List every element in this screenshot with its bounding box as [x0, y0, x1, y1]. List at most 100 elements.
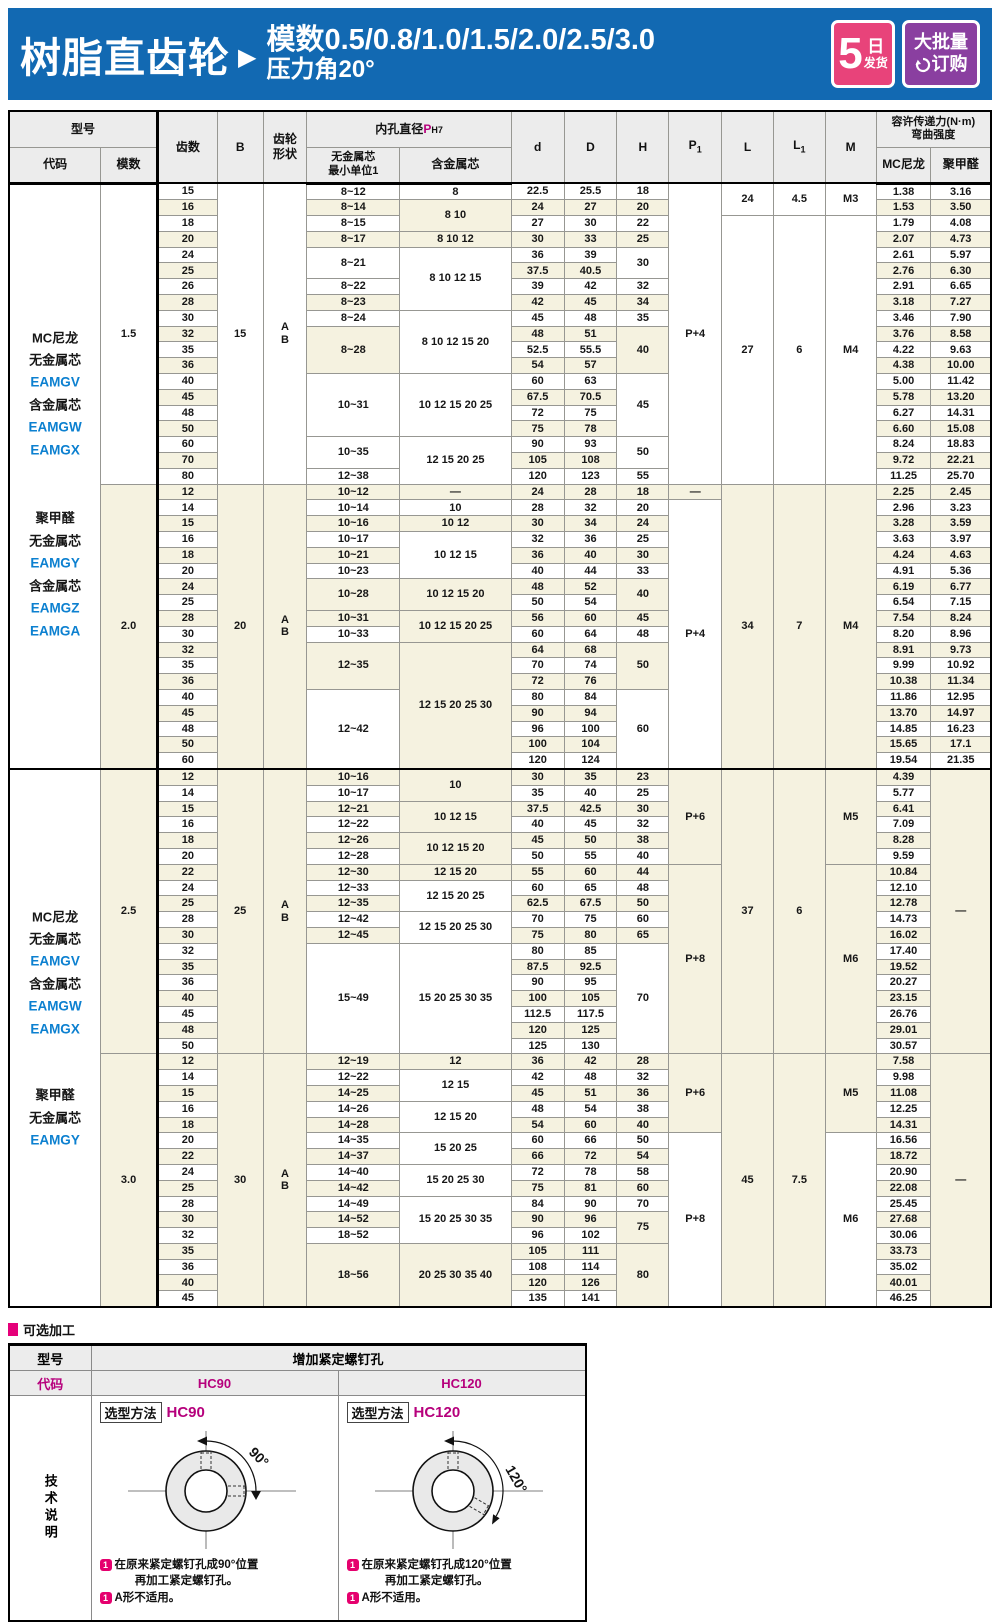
spec-row: 14 10~17 35 40 25 5.77 — [9, 784, 991, 802]
opt-column-title: 增加紧定螺钉孔 — [90, 1344, 586, 1372]
pom-strength-cell: 3.59 — [930, 515, 992, 533]
bore-plain-cell: 10~16 — [306, 767, 401, 786]
mc-strength-cell: 9.72 — [875, 452, 932, 469]
mc-strength-cell: 20.90 — [875, 1163, 932, 1181]
d-cell: 96 — [510, 1227, 565, 1244]
pom-strength-cell: 13.20 — [930, 388, 992, 406]
d-cell: 48 — [510, 325, 565, 343]
teeth-count-cell: 25 — [155, 895, 218, 913]
pom-strength-cell: 22.21 — [930, 452, 992, 469]
pom-strength-cell: 9.63 — [930, 341, 992, 359]
spec-row: 60 10~35 12 15 20 25 90 93 50 8.24 18.83 — [9, 436, 992, 485]
D-cell: 92.5 — [563, 958, 618, 976]
mc-strength-cell: 6.41 — [875, 800, 932, 818]
d-cell: 60 — [510, 373, 565, 390]
mc-strength-cell: 9.99 — [875, 657, 932, 675]
bore-plain-cell: 10~33 — [306, 625, 401, 643]
teeth-count-cell: 22 — [155, 863, 218, 881]
bore-metal-cell: 15 20 25 30 35 — [399, 942, 512, 1055]
teeth-count-cell: 30 — [155, 926, 218, 944]
material-label: MC尼龙 — [31, 330, 79, 345]
teeth-count-cell: 36 — [155, 673, 218, 690]
note-icon: 1 — [346, 1559, 359, 1572]
optional-section-header: 可选加工 — [8, 1320, 992, 1339]
bore-plain-cell: 12~22 — [306, 1069, 401, 1086]
bore-plain-cell: 12~28 — [306, 847, 401, 865]
arrow-right-icon: ▶ — [238, 43, 257, 71]
h-cell: 30 — [616, 246, 670, 280]
d-cell: 30 — [510, 230, 565, 248]
d-cell: 100 — [510, 736, 565, 754]
pom-strength-cell: 8.24 — [930, 610, 992, 627]
angle-arc — [452, 1440, 504, 1517]
D-cell: 45 — [563, 816, 618, 834]
h-cell: 48 — [616, 879, 670, 897]
h-cell: 30 — [616, 546, 670, 564]
teeth-count-cell: 32 — [155, 641, 218, 659]
D-cell: 124 — [563, 752, 618, 770]
h-cell: 50 — [616, 895, 670, 913]
pom-strength-cell: 10.92 — [930, 657, 992, 675]
d-cell: 60 — [510, 879, 565, 897]
spec-row: 30 8~24 8 10 12 15 20 45 48 35 3.46 7.90 — [9, 309, 992, 375]
b-width-cell: 15 — [216, 181, 264, 485]
d-cell: 54 — [510, 357, 565, 375]
d-cell: 37.5 — [510, 800, 565, 818]
teeth-count-cell: 30 — [155, 625, 218, 643]
bore-plain-cell: 14~28 — [306, 1116, 401, 1134]
spec-row: 24 14~40 15 20 25 30 72 78 58 20.90 — [9, 1163, 991, 1197]
l1-cell: 4.5 — [772, 182, 826, 217]
pom-strength-cell: 3.50 — [930, 199, 992, 217]
mc-strength-cell: 3.28 — [875, 515, 932, 533]
series-code: EAMGA — [29, 623, 81, 639]
d-cell: 120 — [510, 1021, 565, 1039]
bore-metal-cell: 10 12 15 20 — [399, 578, 512, 612]
teeth-count-cell: 32 — [155, 325, 218, 343]
bore-plain-cell: 10~12 — [306, 483, 401, 501]
d-cell: 90 — [510, 704, 565, 722]
header-L1: L1 — [772, 110, 826, 184]
teeth-count-cell: 15 — [155, 182, 218, 201]
header-bore-plain: 无金属芯 最小单位1 — [306, 146, 401, 185]
h-cell: 38 — [616, 1100, 670, 1118]
h-cell: 70 — [616, 1195, 670, 1213]
module-cell: 2.5 — [100, 767, 158, 1055]
l1-cell: 7 — [772, 483, 826, 770]
mc-strength-cell: 19.52 — [875, 958, 932, 976]
table-header: 型号 齿数 B 齿轮 形状 内孔直径PH7 d D H P1 L L1 M 容许… — [8, 110, 992, 185]
d-cell: 24 — [510, 483, 565, 501]
bore-plain-cell: 8~23 — [306, 294, 401, 311]
teeth-count-cell: 60 — [155, 436, 218, 454]
bore-metal-cell: 15 20 25 30 — [399, 1163, 512, 1197]
teeth-count-cell: 14 — [155, 784, 218, 802]
d-cell: 90 — [510, 1211, 565, 1229]
D-cell: 72 — [563, 1148, 618, 1165]
hc90-gear-diagram: 90° — [127, 1431, 296, 1550]
pom-strength-cell: 3.97 — [930, 531, 992, 548]
bore-plain-cell: 14~52 — [306, 1211, 401, 1229]
d-cell: 135 — [510, 1290, 565, 1308]
selection-method-box: 选型方法 — [346, 1402, 409, 1424]
teeth-count-cell: 30 — [155, 309, 218, 327]
mc-strength-cell: 16.02 — [875, 926, 932, 944]
teeth-count-cell: 45 — [155, 388, 218, 406]
bore-metal-cell: 8 — [399, 182, 512, 201]
d-cell: 112.5 — [510, 1005, 565, 1023]
mc-strength-cell: 13.70 — [875, 704, 932, 722]
pom-strength-cell: 4.08 — [930, 215, 992, 232]
spec-row: 50 125 130 30.57 — [9, 1037, 991, 1055]
hc120-detail-cell: 选型方法 HC120 120° 1 在 — [337, 1395, 586, 1622]
bore-plain-cell: 14~49 — [306, 1195, 401, 1213]
bore-plain-cell: 12~42 — [306, 911, 401, 928]
mc-strength-cell: 3.63 — [875, 531, 932, 548]
D-cell: 42.5 — [563, 800, 618, 818]
header-module: 模数 — [100, 146, 158, 185]
mc-strength-cell: 30.57 — [875, 1037, 932, 1055]
pom-strength-cell: 6.77 — [930, 578, 992, 596]
d-cell: 72 — [510, 1163, 565, 1181]
D-cell: 117.5 — [563, 1005, 618, 1023]
D-cell: 42 — [563, 1053, 618, 1071]
mc-strength-cell: 7.58 — [875, 1053, 932, 1071]
D-cell: 40.5 — [563, 262, 618, 280]
D-cell: 60 — [563, 1116, 618, 1134]
